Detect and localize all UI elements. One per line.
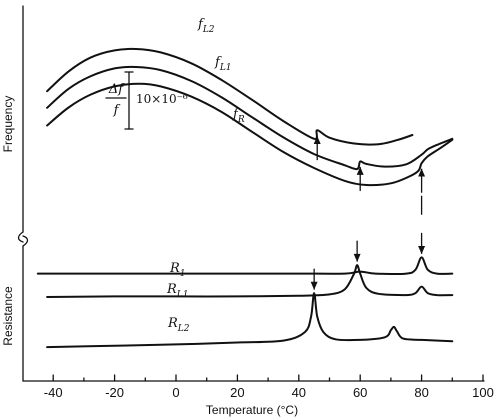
x-tick-label: 60 xyxy=(353,385,367,400)
curve-labels: fL2 fL1 fR R1 RL1 RL2 xyxy=(166,17,245,334)
x-tick-label: -20 xyxy=(105,385,124,400)
frequency-curve-r xyxy=(46,82,454,187)
scale-bar: Δf f 10×10⁻⁶ xyxy=(105,71,188,130)
temperature-axis-label: Temperature (°C) xyxy=(206,403,298,417)
frequency-axis-label: Frequency xyxy=(1,96,15,153)
frequency-jump-arrow-l1 xyxy=(356,166,364,192)
x-tick-label: 80 xyxy=(414,385,428,400)
label-frequency-l2: fL2 xyxy=(197,17,215,35)
label-frequency-l1: fL1 xyxy=(214,55,232,73)
axes xyxy=(17,5,485,382)
frequency-jump-arrow-r xyxy=(418,168,426,193)
label-resistance-l1: RL1 xyxy=(166,282,189,300)
resistance-peak-arrow-l1 xyxy=(353,240,361,262)
scale-bar-value: 10×10⁻⁶ xyxy=(136,92,188,106)
x-tick-label: 0 xyxy=(172,385,179,400)
resistance-curve-l2 xyxy=(46,292,454,349)
frequency-curves xyxy=(46,47,454,187)
resistance-curves xyxy=(36,256,454,349)
resistance-curve-1 xyxy=(36,256,454,275)
resistance-peak-arrow-l2 xyxy=(310,268,318,290)
x-tick-label: 100 xyxy=(472,385,494,400)
x-tick-label: -40 xyxy=(44,385,63,400)
frequency-curve-l1 xyxy=(46,65,454,171)
y-axis-break-2 xyxy=(22,235,29,247)
x-ticks: -40 -20 0 20 40 60 80 100 xyxy=(44,374,494,400)
x-tick-label: 40 xyxy=(292,385,306,400)
x-tick-label: 20 xyxy=(230,385,244,400)
label-frequency-r: fR xyxy=(232,107,245,125)
resistance-curve-l1 xyxy=(46,264,454,298)
transition-arrows xyxy=(310,135,426,290)
y-axis-break xyxy=(17,231,24,243)
frequency-jump-arrow-l2 xyxy=(313,135,321,161)
resistance-peak-arrow-1 xyxy=(418,232,426,255)
scale-bar-denominator: f xyxy=(113,103,121,118)
resistance-axis-label: Resistance xyxy=(1,286,15,346)
label-resistance-l2: RL2 xyxy=(167,316,190,334)
label-resistance-1: R1 xyxy=(169,261,186,279)
frequency-curve-l2 xyxy=(46,47,414,146)
